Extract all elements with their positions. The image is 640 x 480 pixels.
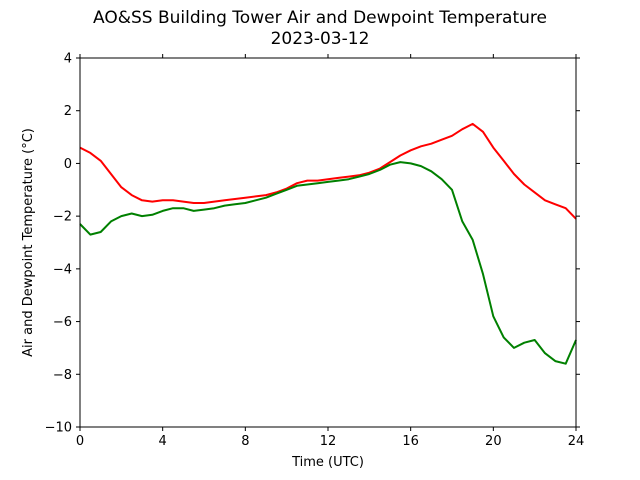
x-tick-label: 24 xyxy=(568,434,585,449)
x-tick-label: 0 xyxy=(76,434,84,449)
x-tick-label: 16 xyxy=(402,434,419,449)
chart-subtitle: 2023-03-12 xyxy=(270,29,370,49)
x-tick-label: 20 xyxy=(485,434,502,449)
y-tick-label: −6 xyxy=(53,315,72,330)
y-tick-label: 2 xyxy=(64,104,72,119)
y-tick-label: −8 xyxy=(53,368,72,383)
plot-area-frame xyxy=(79,57,577,428)
x-tick-label: 12 xyxy=(320,434,337,449)
series-line-red xyxy=(79,122,577,220)
y-tick-label: −10 xyxy=(45,421,72,436)
y-axis-label: Air and Dewpoint Temperature (°C) xyxy=(21,128,36,357)
x-tick-label: 8 xyxy=(241,434,249,449)
y-tick-label: 4 xyxy=(64,52,72,67)
x-tick-label: 4 xyxy=(159,434,167,449)
y-tick-label: −2 xyxy=(53,210,72,225)
chart-title: AO&SS Building Tower Air and Dewpoint Te… xyxy=(92,8,547,28)
x-axis-label: Time (UTC) xyxy=(291,455,364,470)
y-tick-label: 0 xyxy=(64,157,72,172)
y-tick-label: −4 xyxy=(53,262,72,277)
series-line-green xyxy=(79,161,577,365)
